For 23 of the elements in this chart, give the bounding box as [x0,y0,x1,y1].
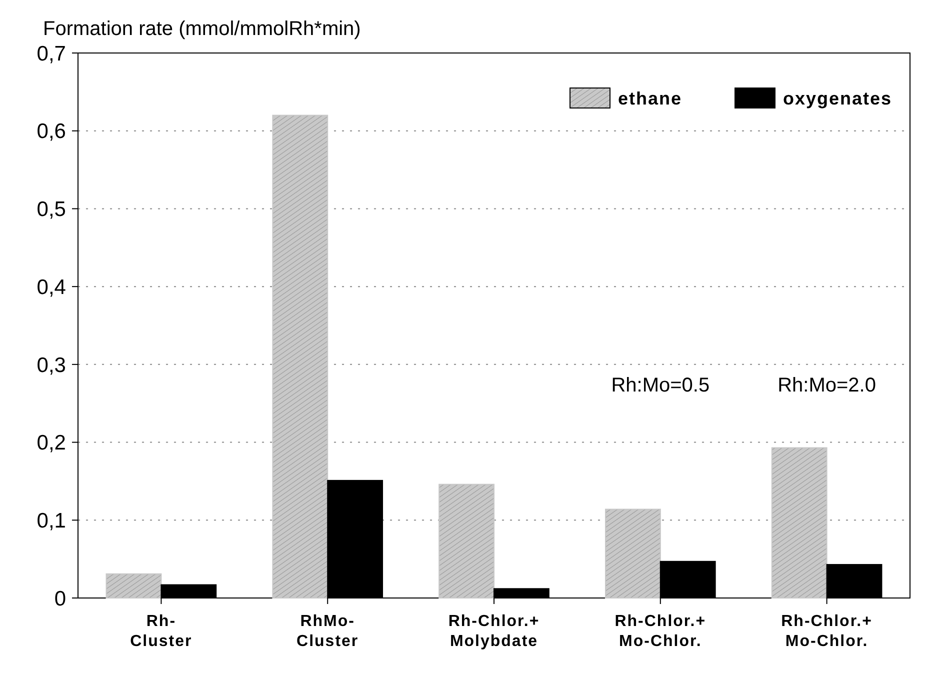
legend-label: oxygenates [783,88,892,108]
annotation: Rh:Mo=0.5 [611,374,710,397]
y-axis-title: Formation rate (mmol/mmolRh*min) [43,18,361,40]
bar [771,447,828,598]
y-tick-label: 0,5 [36,198,66,222]
bar [106,573,162,598]
y-tick-label: 0 [54,587,66,610]
y-tick-label: 0,2 [36,432,66,455]
y-tick-label: 0,4 [36,276,66,299]
legend-label: ethane [618,88,682,108]
x-tick-label: RhMo- Cluster [296,613,359,650]
bar [438,484,494,598]
y-tick-label: 0,1 [36,509,66,532]
annotation: Rh:Mo=2.0 [778,374,876,397]
bar [272,114,328,598]
y-tick-label: 0,7 [36,42,66,66]
bar [604,508,661,598]
x-tick-label: Rh-Chlor.+ Mo-Chlor. [614,613,706,650]
x-tick-label: Rh-Chlor.+ Mo-Chlor. [781,613,872,650]
x-tick-label: Rh- Cluster [130,613,192,650]
y-tick-label: 0,6 [36,120,66,144]
y-tick-label: 0,3 [36,354,66,377]
x-tick-label: Rh-Chlor.+ Molybdate [448,613,540,650]
